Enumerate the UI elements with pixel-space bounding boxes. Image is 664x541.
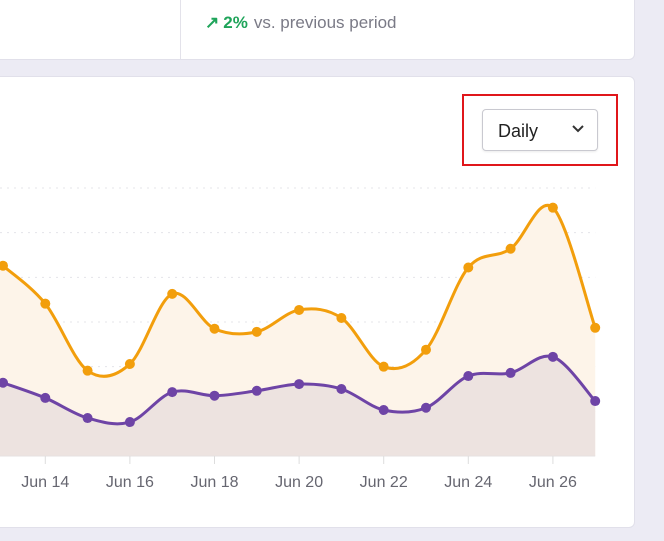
data-point <box>0 377 8 388</box>
x-tick-label: Jun 26 <box>529 474 577 491</box>
data-point <box>547 202 558 213</box>
data-point <box>378 361 389 372</box>
highlight-box <box>462 94 618 166</box>
data-point <box>167 387 178 398</box>
data-point <box>167 288 178 299</box>
trend-indicator: ↗ 2% vs. previous period <box>205 13 397 33</box>
data-point <box>124 417 135 428</box>
x-tick-label: Jun 22 <box>360 474 408 491</box>
data-point <box>0 260 8 271</box>
stats-card <box>0 0 635 60</box>
data-point <box>505 243 516 254</box>
x-tick-label: Jun 18 <box>190 474 238 491</box>
x-tick-label: Jun 16 <box>106 474 154 491</box>
data-point <box>421 402 431 413</box>
data-point <box>82 365 93 376</box>
data-point <box>378 404 389 415</box>
data-point <box>547 351 558 362</box>
data-point <box>209 323 220 334</box>
data-point <box>590 322 601 333</box>
data-point <box>505 367 516 378</box>
data-point <box>294 379 305 390</box>
series-area-1 <box>0 356 596 456</box>
x-tick-label: Jun 14 <box>21 474 69 491</box>
data-point <box>251 385 262 396</box>
visitors-chart: Jun 14 Jun 16 Jun 18 Jun 20 Jun 22 Jun 24 Jun … <box>0 187 601 491</box>
data-point <box>463 262 474 273</box>
data-point <box>590 396 601 407</box>
data-point <box>336 384 347 394</box>
data-point <box>336 312 347 323</box>
data-point <box>82 413 93 424</box>
change-percent: 2% <box>223 13 248 32</box>
x-tick-label: Jun 20 <box>275 474 323 491</box>
data-point <box>251 326 262 337</box>
data-point <box>209 390 220 401</box>
data-point <box>463 371 474 382</box>
interval-dropdown[interactable]: Daily <box>482 109 598 151</box>
data-point <box>40 298 51 309</box>
chevron-down-icon <box>572 125 584 133</box>
interval-selected: Daily <box>498 121 539 141</box>
data-point <box>124 358 135 369</box>
divider <box>180 0 181 59</box>
x-tick-label: Jun 24 <box>444 474 492 491</box>
data-point <box>40 392 51 403</box>
data-point <box>421 344 431 355</box>
arrow-up-right-icon: ↗ <box>205 13 220 32</box>
data-point <box>294 304 305 315</box>
comparison-label: vs. previous period <box>253 13 397 32</box>
